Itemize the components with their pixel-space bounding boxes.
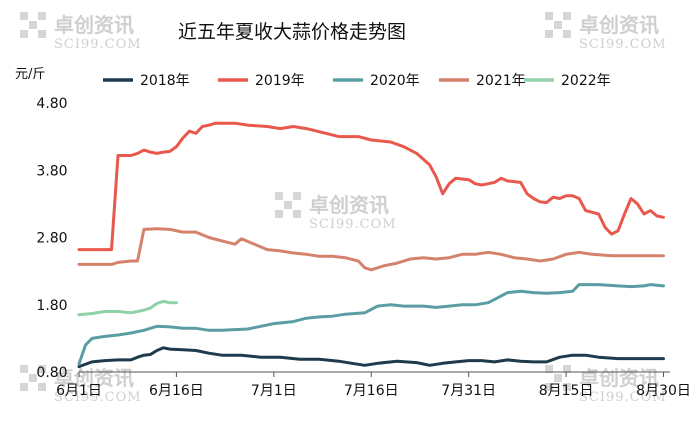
legend-label: 2022年 [561,73,611,89]
x-tick-label: 6月1日 [56,383,102,399]
y-tick-label: 1.80 [36,298,67,314]
series-line [77,346,665,369]
watermark-name: 卓创资讯 [54,13,134,37]
legend-item: 2018年 [103,73,190,89]
x-axis: 6月1日 6月16日 7月1日 7月16日 7月31日 8月15日 8月30日 [56,371,691,399]
watermark-url: SCI99.COM [54,37,142,52]
watermark-name: 卓创资讯 [579,366,659,390]
series-line [77,227,665,272]
legend-label: 2020年 [370,73,420,89]
y-tick-label: 4.80 [36,96,67,112]
y-tick-label: 0.80 [36,365,67,381]
series-line [77,283,665,366]
watermark-url: SCI99.COM [54,390,142,405]
legend-item: 2022年 [524,73,611,89]
x-tick-label: 7月16日 [344,383,399,399]
watermark-name: 卓创资讯 [54,366,134,390]
x-tick-label: 7月31日 [441,383,496,399]
watermark-group: 卓创资讯SCI99.COM卓创资讯SCI99.COM卓创资讯SCI99.COM卓… [20,12,667,405]
legend-item: 2021年 [439,73,526,89]
watermark-url: SCI99.COM [579,37,667,52]
legend-label: 2019年 [255,73,305,89]
legend-item: 2020年 [333,73,420,89]
y-tick-label: 2.80 [36,231,67,247]
legend: 2018年 2019年 2020年 2021年 2022年 [103,73,611,89]
watermark-name: 卓创资讯 [579,13,659,37]
series-line [77,121,665,252]
x-tick-label: 8月15日 [539,383,594,399]
series-lines [77,121,665,369]
series-line [77,299,178,317]
watermark-url: SCI99.COM [309,217,397,232]
x-tick-label: 6月16日 [149,383,204,399]
y-axis-unit-label: 元/斤 [15,67,45,82]
watermark-name: 卓创资讯 [309,193,389,217]
chart-title: 近五年夏收大蒜价格走势图 [178,21,406,43]
legend-label: 2021年 [476,73,526,89]
legend-item: 2019年 [218,73,305,89]
x-tick-label: 7月1日 [251,383,297,399]
y-tick-label: 3.80 [36,163,67,179]
legend-label: 2018年 [140,73,190,89]
y-axis-ticks: 4.80 3.80 2.80 1.80 0.80 [36,96,67,381]
x-tick-label: 8月30日 [636,383,691,399]
watermark-url: SCI99.COM [579,390,667,405]
